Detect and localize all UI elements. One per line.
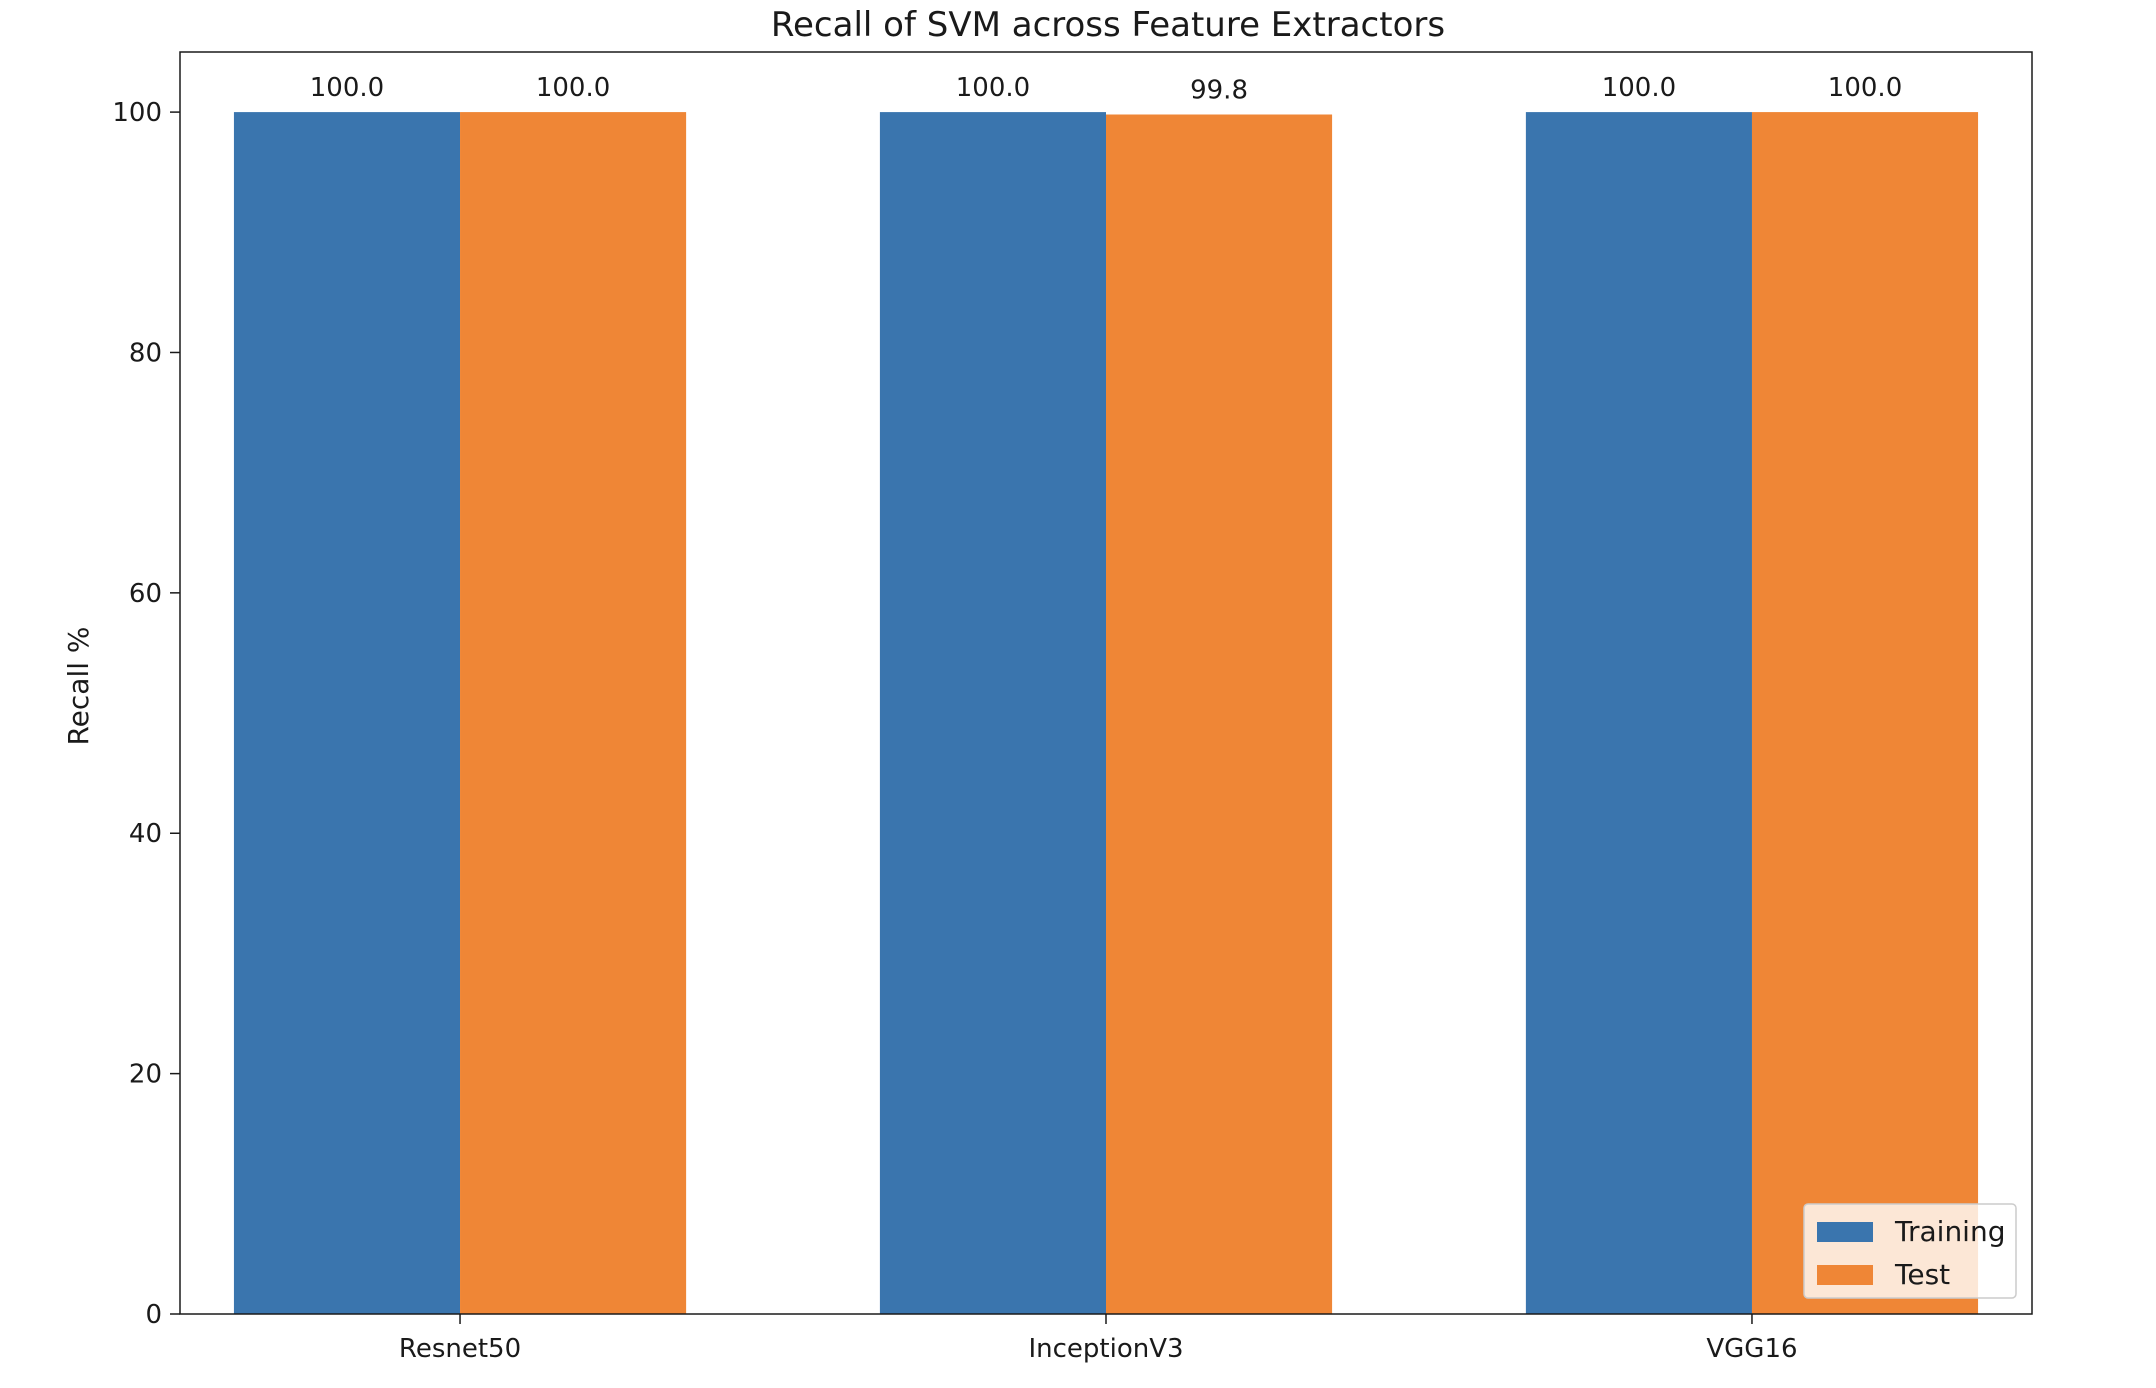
bar-training-inceptionv3 <box>879 112 1106 1315</box>
bar-test-resnet50 <box>460 112 687 1315</box>
x-tick-label: Resnet50 <box>399 1334 521 1364</box>
bars-group <box>233 112 1979 1315</box>
data-label-test-inceptionv3: 99.8 <box>1190 75 1248 105</box>
y-tick-label: 80 <box>129 338 162 368</box>
x-tick-label: InceptionV3 <box>1028 1334 1183 1364</box>
legend-swatch-test <box>1817 1265 1873 1285</box>
data-label-training-resnet50: 100.0 <box>310 73 384 103</box>
y-tick-label: 20 <box>129 1060 162 1090</box>
data-label-training-inceptionv3: 100.0 <box>956 73 1030 103</box>
y-tick-label: 0 <box>145 1300 162 1330</box>
legend-label-test: Test <box>1894 1258 1950 1291</box>
y-tick-label: 100 <box>112 98 162 128</box>
chart-title: Recall of SVM across Feature Extractors <box>771 5 1445 45</box>
data-label-training-vgg16: 100.0 <box>1602 73 1676 103</box>
x-axis: Resnet50 InceptionV3 VGG16 <box>399 1314 1798 1364</box>
legend-label-training: Training <box>1894 1215 2005 1248</box>
bar-training-vgg16 <box>1525 112 1752 1315</box>
data-label-test-resnet50: 100.0 <box>536 73 610 103</box>
legend: Training Test <box>1803 1203 2017 1299</box>
y-tick-label: 40 <box>129 819 162 849</box>
bar-test-vgg16 <box>1751 112 1979 1315</box>
data-label-test-vgg16: 100.0 <box>1828 73 1902 103</box>
y-axis: 0 20 40 60 80 100 <box>112 98 180 1330</box>
data-labels-group: 100.0 100.0 100.0 100.0 99.8 100.0 <box>310 73 1902 105</box>
x-tick-label: VGG16 <box>1706 1334 1797 1364</box>
bar-test-inceptionv3 <box>1106 114 1333 1315</box>
bar-training-resnet50 <box>233 112 461 1315</box>
y-tick-label: 60 <box>129 579 162 609</box>
legend-swatch-training <box>1817 1222 1873 1242</box>
y-axis-label: Recall % <box>62 626 95 745</box>
